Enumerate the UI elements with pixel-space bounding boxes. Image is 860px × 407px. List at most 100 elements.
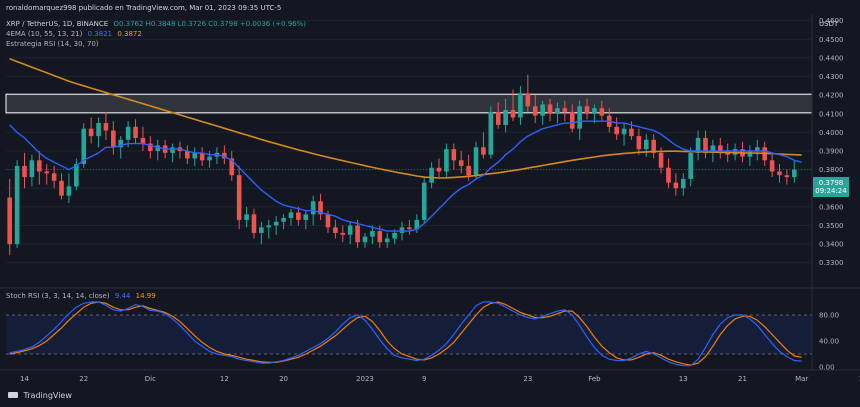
price-tick-label: 0.4600 <box>819 17 844 25</box>
candle-body <box>540 104 545 116</box>
candle-body <box>259 227 264 233</box>
candle-body <box>251 214 257 233</box>
ohlc-values: O0.3762 H0.3848 L0.3726 C0.3798 +0.0036 … <box>113 20 307 28</box>
candle-body <box>680 178 686 189</box>
candle-body <box>207 156 212 161</box>
candle-body <box>703 137 708 153</box>
candle-body <box>769 160 775 172</box>
time-tick-label: 1 <box>859 375 860 383</box>
candle-body <box>7 197 12 245</box>
candle-body <box>643 139 649 150</box>
ema-fast-line <box>9 120 802 232</box>
candle-body <box>318 201 323 215</box>
candle-body <box>510 110 516 118</box>
candle-body <box>81 128 87 165</box>
candle-body <box>710 145 716 153</box>
candle-body <box>481 147 486 155</box>
candle-body <box>37 160 42 172</box>
price-tick-label: 0.3500 <box>819 222 844 230</box>
candle-body <box>155 145 161 151</box>
ema-value-slow: 0.3872 <box>117 30 142 38</box>
symbol-label[interactable]: XRP / TetherUS, 1D, BINANCE <box>6 20 109 28</box>
candle-body <box>792 169 797 178</box>
candle-body <box>111 130 116 148</box>
candle-body <box>103 123 109 131</box>
publisher-line: ronaldomarquez998 publicado en TradingVi… <box>6 4 282 12</box>
candle-body <box>192 152 198 159</box>
time-tick-label: 23 <box>523 375 532 383</box>
stoch-label[interactable]: Stoch RSI (3, 3, 14, 14, close) <box>6 292 110 300</box>
candle-body <box>444 149 449 172</box>
tradingview-logo-icon <box>8 392 18 398</box>
candle-body <box>392 232 397 239</box>
price-tick-label: 0.4300 <box>819 73 844 81</box>
price-tick-label: 0.4500 <box>819 36 844 44</box>
candle-body <box>303 214 309 220</box>
candle-body <box>458 160 464 166</box>
candle-body <box>229 158 235 176</box>
candle-body <box>414 219 420 230</box>
candle-body <box>310 201 316 215</box>
candle-body <box>355 225 360 243</box>
candle-body <box>754 147 760 151</box>
candle-body <box>384 238 390 243</box>
stoch-k-value: 9.44 <box>114 292 131 300</box>
candle-body <box>51 173 57 181</box>
candle-body <box>636 136 642 150</box>
price-tick-label: 0.4400 <box>819 54 844 62</box>
candle-body <box>555 108 560 114</box>
time-tick-label: 22 <box>79 375 88 383</box>
candle-countdown: 09:24:24 <box>815 187 847 195</box>
tradingview-logo[interactable]: TradingView <box>8 391 72 400</box>
price-tick-label: 0.3600 <box>819 203 844 211</box>
ema-row: 4EMA (10, 55, 13, 21) 0.3821 0.3872 <box>6 30 142 38</box>
time-tick-label: 20 <box>279 375 288 383</box>
time-tick-label: 14 <box>20 375 29 383</box>
candle-body <box>651 139 656 153</box>
candle-body <box>74 164 79 187</box>
candle-body <box>14 165 20 245</box>
candle-body <box>199 152 205 161</box>
stoch-header: Stoch RSI (3, 3, 14, 14, close) 9.44 14.… <box>6 292 156 300</box>
candle-body <box>66 186 72 196</box>
candle-body <box>547 104 553 114</box>
candle-body <box>347 225 353 235</box>
time-tick-label: Feb <box>588 375 601 383</box>
candle-body <box>296 212 301 220</box>
ema-label[interactable]: 4EMA (10, 55, 13, 21) <box>6 30 83 38</box>
candle-body <box>658 152 664 168</box>
candle-body <box>562 108 568 112</box>
price-tick-label: 0.3900 <box>819 148 844 156</box>
currency-label: USDT <box>819 20 839 28</box>
stoch-band <box>6 315 812 354</box>
candle-body <box>451 149 457 161</box>
candle-body <box>22 165 27 178</box>
stoch-k-line <box>9 301 802 367</box>
time-tick-label: 2023 <box>356 375 374 383</box>
stoch-tick-label: 80.00 <box>819 312 839 320</box>
price-tick-label: 0.4100 <box>819 110 844 118</box>
symbol-row: XRP / TetherUS, 1D, BINANCE O0.3762 H0.3… <box>6 20 306 28</box>
candle-body <box>495 111 501 125</box>
candle-body <box>584 106 590 114</box>
candle-body <box>148 143 153 151</box>
price-tick-label: 0.4200 <box>819 92 844 100</box>
candle-body <box>503 110 508 125</box>
candle-body <box>525 93 531 107</box>
candle-body <box>473 147 479 176</box>
candle-body <box>273 221 279 226</box>
price-tick-label: 0.3800 <box>819 166 844 174</box>
candle-body <box>436 167 442 172</box>
price-tick-label: 0.3400 <box>819 241 844 249</box>
candle-body <box>236 175 242 220</box>
time-tick-label: Dic <box>145 375 156 383</box>
price-tick-label: 0.4000 <box>819 129 844 137</box>
candle-body <box>325 214 331 228</box>
time-tick-label: 21 <box>738 375 747 383</box>
strategy-label[interactable]: Estrategia RSI (14, 30, 70) <box>6 40 99 48</box>
candle-body <box>222 152 227 159</box>
candle-body <box>784 175 790 178</box>
candle-body <box>569 111 575 129</box>
candle-body <box>621 128 627 135</box>
